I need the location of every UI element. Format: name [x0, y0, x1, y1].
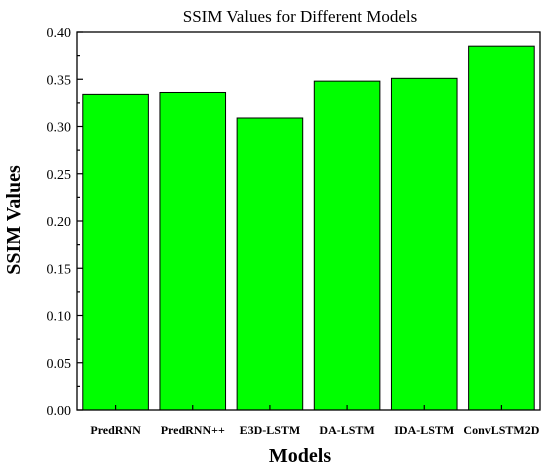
x-tick-label: ConvLSTM2D: [463, 423, 539, 437]
y-tick-label: 0.15: [47, 262, 72, 277]
bar-e3d-lstm: [236, 117, 304, 411]
x-tick-label: PredRNN++: [161, 423, 225, 437]
x-tick-label: E3D-LSTM: [240, 423, 301, 437]
x-tick-label: PredRNN: [90, 423, 141, 437]
y-tick-label: 0.00: [47, 404, 72, 419]
x-axis-label: Models: [269, 445, 331, 467]
bar-convlstm2d: [468, 45, 535, 411]
plot-frame: [76, 31, 541, 411]
y-axis-label: SSIM Values: [3, 165, 25, 275]
bar-predrnn-: [159, 91, 227, 411]
bar-predrnn: [82, 93, 149, 411]
y-tick-label: 0.30: [47, 121, 72, 136]
y-tick-label: 0.25: [47, 168, 72, 183]
x-tick-label: IDA-LSTM: [394, 423, 454, 437]
x-axis-ticks: PredRNN PredRNN++ E3D-LSTM DA-LSTM IDA-LSTM C…: [90, 405, 540, 437]
y-tick-label: 0.05: [47, 357, 72, 372]
chart-title: SSIM Values for Different Models: [183, 7, 418, 26]
x-tick-label: DA-LSTM: [319, 423, 374, 437]
bar-ida-lstm: [390, 77, 458, 411]
y-tick-label: 0.20: [47, 215, 72, 230]
y-tick-label: 0.35: [47, 73, 72, 88]
bars-group: [82, 45, 535, 411]
y-tick-label: 0.10: [47, 310, 72, 325]
y-tick-label: 0.40: [47, 26, 72, 41]
y-axis-ticks: 0.00 0.05 0.10 0.15 0.20 0.25 0.30 0.35 0.40: [47, 26, 83, 419]
bar-da-lstm: [313, 80, 381, 411]
